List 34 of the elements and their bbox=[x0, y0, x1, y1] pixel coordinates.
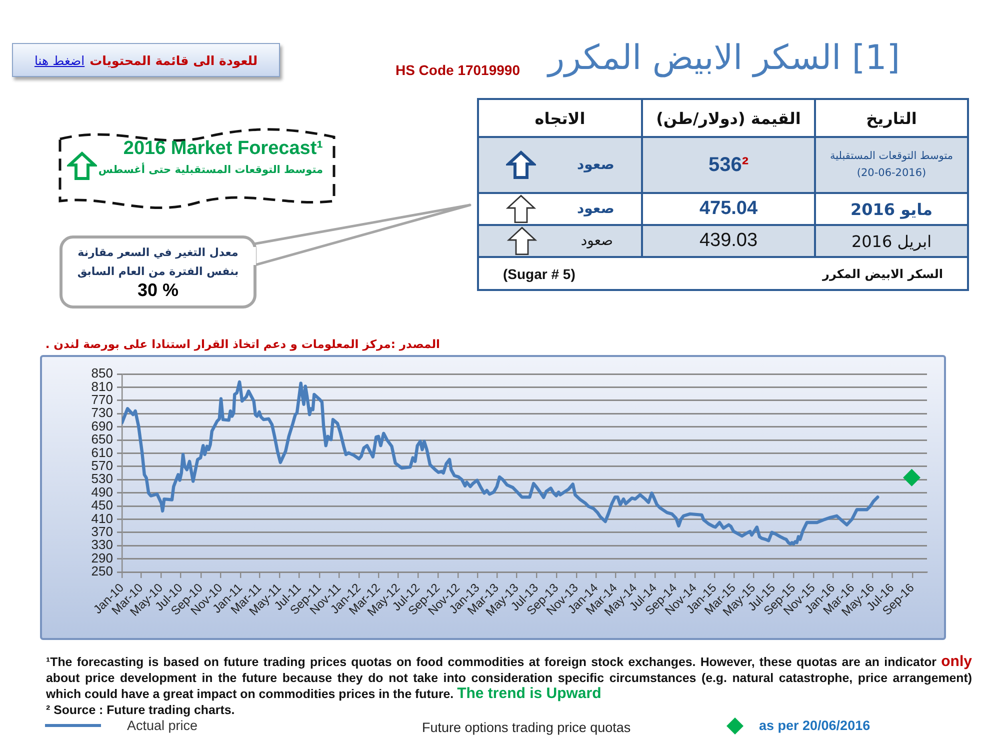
text: ² Source : Future trading charts. bbox=[46, 702, 236, 718]
y-tick-label: 690 bbox=[91, 418, 113, 434]
y-tick-label: 850 bbox=[91, 366, 113, 381]
legend-label: as per 20/06/2016 bbox=[759, 718, 870, 733]
y-tick-label: 290 bbox=[91, 550, 113, 566]
text: للعودة الى قائمة المحتويات bbox=[90, 52, 258, 68]
y-tick-label: 770 bbox=[91, 392, 113, 407]
y-tick-label: 490 bbox=[91, 484, 113, 500]
text: 2016 Market Forecast¹ bbox=[123, 138, 323, 160]
y-tick-label: 570 bbox=[91, 458, 113, 473]
chart-title: [1] السكر الابيض المكرر bbox=[548, 38, 900, 78]
text: 30 % bbox=[136, 280, 180, 301]
y-tick-label: 330 bbox=[91, 537, 113, 552]
text: only bbox=[941, 653, 972, 670]
text: The trend is Upward bbox=[457, 685, 602, 702]
text: which could have a great impact on commodities prices in the future. bbox=[46, 687, 454, 701]
y-tick-label: 410 bbox=[91, 510, 113, 526]
y-tick-label: 250 bbox=[91, 564, 113, 579]
y-tick-label: 810 bbox=[91, 378, 113, 394]
y-tick-label: 530 bbox=[91, 471, 113, 486]
text: المصدر :مركز المعلومات و دعم اتخاذ القرار استنادا على بورصة لندن . bbox=[45, 337, 440, 351]
text: اضغط هنا bbox=[34, 52, 85, 68]
chart-subtitle: HS Code 17019990 bbox=[395, 62, 520, 78]
text: ¹The forecasting is based on future trading prices quotas on food commodities at foreign stock exchanges. However, these quotas are an indicator bbox=[46, 655, 936, 669]
y-tick-label: 610 bbox=[91, 444, 113, 460]
text: Future options trading price quotas bbox=[422, 720, 631, 735]
text: about price development in the future because they do not take into consideration specific circumstances (e.g. natural catastrophe, price arrangement) bbox=[46, 670, 972, 684]
text: متوسط التوقعات المستقبلية حتى أغسطس bbox=[98, 164, 323, 176]
y-tick-label: 730 bbox=[91, 405, 113, 420]
text: معدل التغير في السعر مقارنة بنفس الفترة من العام السابق bbox=[76, 245, 240, 280]
y-tick-label: 370 bbox=[91, 524, 113, 539]
legend-label: Actual price bbox=[127, 718, 198, 733]
y-tick-label: 450 bbox=[91, 498, 113, 513]
y-tick-label: 650 bbox=[91, 432, 113, 447]
